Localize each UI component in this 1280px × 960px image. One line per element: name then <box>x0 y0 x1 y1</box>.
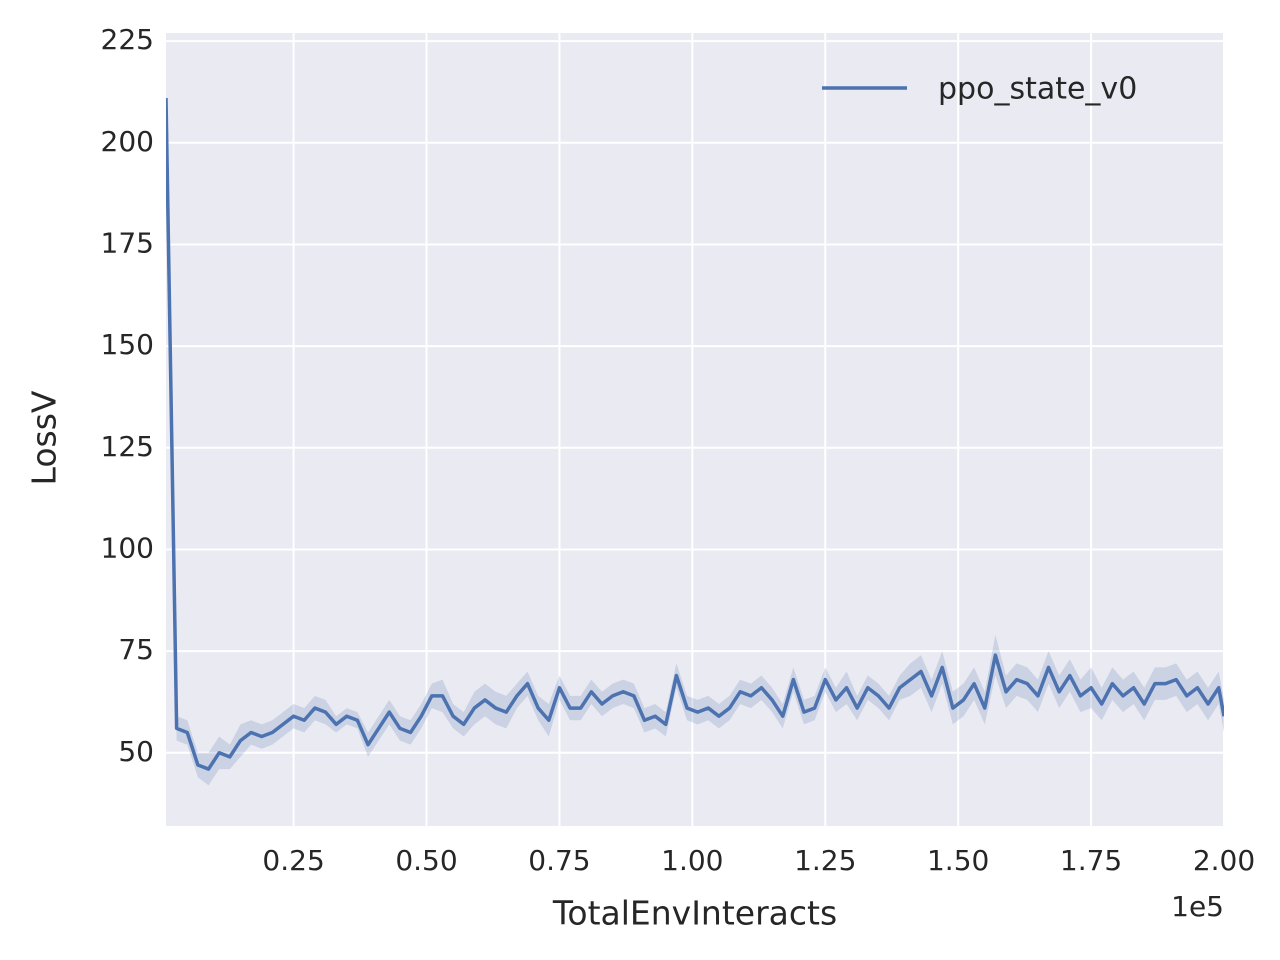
plot-background <box>166 33 1224 826</box>
legend-label: ppo_state_v0 <box>938 72 1137 107</box>
y-tick-label: 175 <box>101 226 154 259</box>
x-tick-label: 1.75 <box>1060 844 1122 877</box>
y-tick-label: 200 <box>101 125 154 158</box>
plot-area <box>166 98 1224 786</box>
x-axis-label: TotalEnvInteracts <box>552 894 837 933</box>
y-axis-label: LossV <box>25 390 64 485</box>
y-tick-label: 100 <box>101 531 154 564</box>
y-tick-label: 75 <box>118 633 154 666</box>
x-tick-label: 0.25 <box>262 844 324 877</box>
x-tick-label: 1.50 <box>927 844 989 877</box>
x-tick-label: 1.25 <box>794 844 856 877</box>
y-tick-label: 50 <box>118 735 154 768</box>
x-offset-label: 1e5 <box>1171 890 1224 923</box>
data-line <box>166 98 1224 771</box>
y-tick-label: 150 <box>101 328 154 361</box>
x-tick-label: 2.00 <box>1193 844 1255 877</box>
x-tick-label: 0.50 <box>395 844 457 877</box>
x-tick-label: 0.75 <box>528 844 590 877</box>
y-tick-label: 125 <box>101 430 154 463</box>
y-tick-label: 225 <box>101 23 154 56</box>
x-tick-label: 1.00 <box>661 844 723 877</box>
